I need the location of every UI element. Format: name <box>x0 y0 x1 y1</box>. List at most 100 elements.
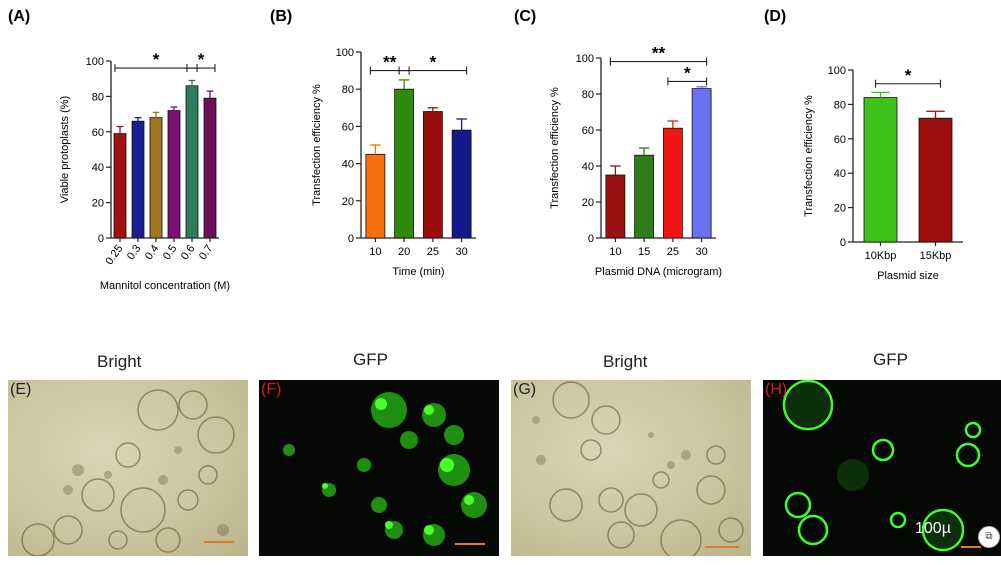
y-tick-label: 80 <box>342 84 354 96</box>
scale-label: 100µ <box>915 520 951 537</box>
y-axis-title: Transfection efficiency % <box>803 95 815 217</box>
scale-bar <box>204 541 234 543</box>
micrograph-g-letter: (G) <box>513 381 537 398</box>
bar <box>113 133 127 239</box>
y-tick-label: 40 <box>834 168 846 180</box>
micrograph-h-title: GFP <box>873 350 908 369</box>
bar <box>451 129 472 239</box>
panel-letter: (D) <box>764 8 786 25</box>
x-tick-label: 10 <box>369 246 381 258</box>
bar <box>634 154 655 239</box>
x-tick-label: 20 <box>398 246 410 258</box>
bar <box>365 153 386 239</box>
micrograph-h-cells <box>782 380 982 552</box>
y-tick-label: 40 <box>582 161 594 173</box>
panel-letter: (C) <box>514 8 536 25</box>
scale-bar <box>455 543 485 545</box>
y-tick-label: 0 <box>348 233 354 245</box>
micrograph-e-cells <box>21 389 235 556</box>
bar <box>662 127 683 239</box>
significance-label: ** <box>383 53 397 72</box>
chart-a: (A) 0 20 40 60 80 100 0.25 0.3 0.4 0.5 0.6 0.7 Viable… <box>8 8 230 292</box>
bar <box>203 97 217 239</box>
x-tick-label: 15 <box>638 246 650 258</box>
micrograph-e-title: Bright <box>97 352 142 371</box>
x-axis-title: Plasmid DNA (microgram) <box>595 266 722 278</box>
y-axis-title: Viable protoplasts (%) <box>59 96 71 203</box>
bar <box>422 111 443 239</box>
bar <box>863 97 898 243</box>
chart-d: (D) 0 20 40 60 80 100 10Kbp 15Kbp Transfection ef… <box>764 8 963 282</box>
y-tick-label: 20 <box>834 203 846 215</box>
x-tick-label: 30 <box>456 246 468 258</box>
x-tick-label: 0.4 <box>143 243 162 262</box>
y-tick-label: 0 <box>98 233 104 245</box>
y-tick-label: 60 <box>582 125 594 137</box>
x-tick-label: 0.25 <box>103 243 125 267</box>
scale-bar <box>705 546 739 548</box>
y-tick-label: 60 <box>342 121 354 133</box>
x-tick-label: 25 <box>427 246 439 258</box>
y-tick-label: 80 <box>582 89 594 101</box>
y-tick-label: 100 <box>86 56 104 68</box>
micrograph-f-title: GFP <box>353 350 388 369</box>
micrograph-g-title: Bright <box>603 352 648 371</box>
y-tick-label: 80 <box>92 91 104 103</box>
significance-label: * <box>198 50 205 69</box>
micrograph-e-letter: (E) <box>10 381 32 398</box>
x-axis-title: Plasmid size <box>877 270 939 282</box>
y-axis-title: Transfection efficiency % <box>549 87 561 209</box>
bar <box>605 174 626 239</box>
y-tick-label: 60 <box>92 127 104 139</box>
bar <box>185 85 199 239</box>
x-tick-label: 15Kbp <box>920 250 952 262</box>
x-axis-title: Mannitol concentration (M) <box>100 280 230 292</box>
y-tick-label: 20 <box>582 197 594 209</box>
y-tick-label: 40 <box>92 162 104 174</box>
y-tick-label: 100 <box>828 65 846 77</box>
y-tick-label: 80 <box>834 99 846 111</box>
significance-label: ** <box>652 44 666 63</box>
x-tick-label: 0.6 <box>179 243 198 262</box>
y-tick-label: 100 <box>336 47 354 59</box>
x-tick-label: 0.5 <box>161 243 180 262</box>
y-tick-label: 0 <box>588 233 594 245</box>
scale-bar <box>961 546 981 548</box>
micrograph-h: (H) 100µ <box>763 380 1001 556</box>
significance-label: * <box>905 66 912 85</box>
micrograph-f-cells <box>283 392 487 546</box>
bar <box>918 117 953 243</box>
micrograph-f: (F) <box>259 380 499 556</box>
micrograph-h-letter: (H) <box>765 381 788 398</box>
significance-label: * <box>430 53 437 72</box>
bar <box>131 120 145 239</box>
bar <box>394 88 415 239</box>
x-axis-title: Time (min) <box>392 266 444 278</box>
y-tick-label: 20 <box>342 196 354 208</box>
bar <box>691 88 712 239</box>
x-tick-label: 10Kbp <box>865 250 897 262</box>
y-tick-label: 60 <box>834 134 846 146</box>
y-tick-label: 0 <box>840 237 846 249</box>
significance-label: * <box>684 63 691 82</box>
chart-b: (B) 0 20 40 60 80 100 10 20 25 30 Transfection effi… <box>270 8 476 278</box>
x-tick-label: 0.3 <box>125 243 144 262</box>
y-tick-label: 40 <box>342 159 354 171</box>
micrograph-g: (G) <box>511 380 751 556</box>
x-tick-label: 25 <box>667 246 679 258</box>
panel-letter: (A) <box>8 8 30 25</box>
x-tick-label: 30 <box>696 246 708 258</box>
micrograph-f-letter: (F) <box>261 381 282 398</box>
significance-label: * <box>153 50 160 69</box>
y-axis-title: Transfection efficiency % <box>311 84 323 206</box>
x-tick-label: 0.7 <box>197 243 216 262</box>
y-tick-label: 20 <box>92 198 104 210</box>
image-tool-icon[interactable]: ⧉ <box>978 526 1000 548</box>
micrograph-g-cells <box>532 381 744 556</box>
bar <box>167 110 181 239</box>
x-tick-label: 10 <box>609 246 621 258</box>
y-tick-label: 100 <box>576 53 594 65</box>
bar <box>149 117 163 239</box>
micrograph-e: (E) <box>8 380 248 556</box>
